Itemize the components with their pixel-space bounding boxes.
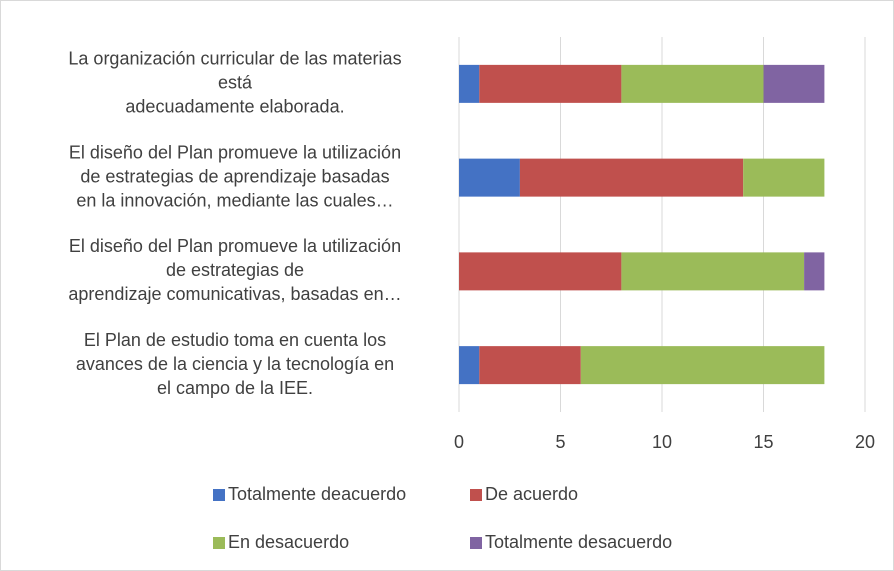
y-tick-label: de estrategias de: [166, 260, 304, 280]
legend-swatch: [470, 489, 482, 501]
y-tick-label: el campo de la IEE.: [157, 378, 313, 398]
bar-segment: [459, 252, 622, 291]
legend-swatch: [470, 537, 482, 549]
bar-segment: [804, 252, 825, 291]
bar-segment: [519, 158, 744, 197]
y-tick-label: El diseño del Plan promueve la utilizaci…: [69, 142, 401, 162]
y-tick-label: adecuadamente elaborada.: [125, 97, 344, 117]
bar-segment: [479, 346, 581, 385]
bar-segment: [621, 64, 764, 103]
x-tick-label: 5: [555, 432, 565, 452]
bar-segment: [580, 346, 825, 385]
bar-segment: [743, 158, 825, 197]
y-tick-label: en la innovación, mediante las cuales…: [76, 190, 393, 210]
x-tick-label: 20: [855, 432, 875, 452]
y-tick-label: avances de la ciencia y la tecnología en: [76, 354, 394, 374]
y-tick-label: aprendizaje comunicativas, basadas en…: [68, 284, 401, 304]
y-tick-label: de estrategias de aprendizaje basadas: [80, 166, 389, 186]
bar-segment: [763, 64, 825, 103]
bar-segment: [459, 158, 520, 197]
legend-label: Totalmente desacuerdo: [485, 532, 672, 552]
bar-segment: [459, 346, 480, 385]
legend-label: De acuerdo: [485, 484, 578, 504]
x-tick-label: 0: [454, 432, 464, 452]
y-tick-label: El Plan de estudio toma en cuenta los: [84, 330, 386, 350]
y-tick-label: El diseño del Plan promueve la utilizaci…: [69, 236, 401, 256]
bar-segment: [459, 64, 480, 103]
y-tick-label: está: [218, 73, 253, 93]
x-tick-label: 10: [652, 432, 672, 452]
y-tick-label: La organización curricular de las materi…: [68, 49, 401, 69]
legend-label: En desacuerdo: [228, 532, 349, 552]
legend-swatch: [213, 537, 225, 549]
x-tick-label: 15: [753, 432, 773, 452]
bar-segment: [621, 252, 805, 291]
legend-label: Totalmente deacuerdo: [228, 484, 406, 504]
legend-swatch: [213, 489, 225, 501]
bar-segment: [479, 64, 622, 103]
